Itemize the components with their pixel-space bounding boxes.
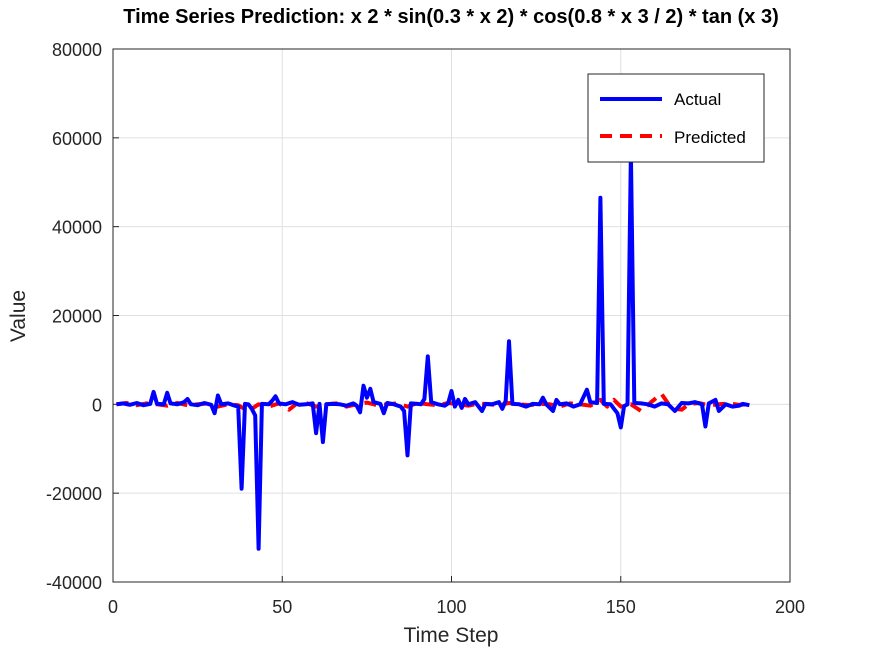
x-tick-label: 0 [108,597,118,617]
y-tick-label: 20000 [52,307,102,327]
x-tick-label: 150 [606,597,636,617]
legend: Actual Predicted [587,73,765,163]
y-tick-label: -40000 [46,573,102,593]
y-tick-label: 60000 [52,129,102,149]
x-tick-label: 200 [775,597,805,617]
y-axis-ticks: -40000 -20000 0 20000 40000 60000 80000 [46,40,119,593]
legend-label-predicted: Predicted [674,128,746,147]
chart-title: Time Series Prediction: x 2 * sin(0.3 * … [123,6,778,28]
x-axis-label: Time Step [404,624,499,647]
series-group [116,151,750,551]
y-tick-label: 40000 [52,218,102,238]
y-tick-label: -20000 [46,484,102,504]
y-tick-label: 80000 [52,40,102,60]
y-tick-label: 0 [92,395,102,415]
x-axis-ticks: 0 50 100 150 200 [108,576,805,617]
x-tick-label: 100 [436,597,466,617]
x-tick-label: 50 [272,597,292,617]
legend-box [587,73,765,163]
series-line-actual [116,151,750,551]
y-axis-label: Value [7,290,30,342]
legend-label-actual: Actual [674,90,721,109]
